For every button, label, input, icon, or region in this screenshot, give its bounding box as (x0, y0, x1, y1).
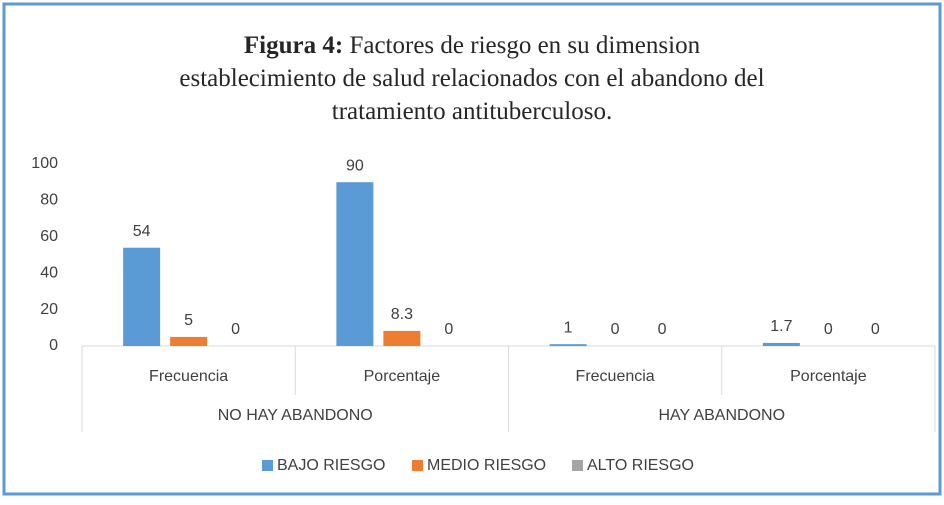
data-label: 0 (444, 321, 453, 338)
title-line: establecimiento de salud relacionados co… (179, 65, 764, 92)
data-label: 8.3 (391, 306, 413, 323)
title-line: tratamiento antituberculoso. (332, 98, 612, 125)
y-tick-label: 20 (40, 301, 58, 318)
chart-title: tratamiento antituberculoso. (332, 98, 612, 125)
y-tick-label: 60 (40, 228, 58, 245)
x-tick-label: Frecuencia (576, 368, 655, 385)
chart-title: establecimiento de salud relacionados co… (179, 65, 764, 92)
bar (336, 182, 374, 346)
bar (762, 342, 800, 346)
data-label: 1 (564, 319, 573, 336)
data-label: 1.7 (770, 318, 792, 335)
bar (549, 344, 587, 346)
y-tick-label: 40 (40, 264, 58, 281)
x-tick-label: Frecuencia (149, 368, 228, 385)
legend-swatch (572, 460, 583, 471)
bar (383, 330, 421, 346)
legend-label: ALTO RIESGO (587, 457, 694, 474)
data-label: 0 (658, 321, 667, 338)
data-label: 90 (346, 157, 364, 174)
title-line: Factores de riesgo en su dimension (349, 32, 700, 59)
data-label: 0 (871, 321, 880, 338)
legend-swatch (412, 460, 423, 471)
data-label: 0 (231, 321, 240, 338)
legend-swatch (262, 460, 273, 471)
data-label: 0 (824, 321, 833, 338)
legend-label: MEDIO RIESGO (427, 457, 546, 474)
data-label: 54 (133, 223, 151, 240)
y-tick-label: 80 (40, 192, 58, 209)
group-label: NO HAY ABANDONO (218, 407, 373, 424)
y-tick-label: 0 (49, 337, 58, 354)
bar (123, 247, 161, 346)
data-label: 0 (611, 321, 620, 338)
group-label: HAY ABANDONO (658, 407, 785, 424)
bar (170, 336, 208, 346)
chart-title: Figura 4: Factores de riesgo en su dimen… (244, 32, 701, 59)
legend-label: BAJO RIESGO (277, 457, 385, 474)
x-tick-label: Porcentaje (790, 368, 867, 385)
data-label: 5 (184, 312, 193, 329)
title-label: Figura 4: (244, 32, 343, 59)
y-tick-label: 100 (31, 155, 58, 172)
x-tick-label: Porcentaje (364, 368, 441, 385)
